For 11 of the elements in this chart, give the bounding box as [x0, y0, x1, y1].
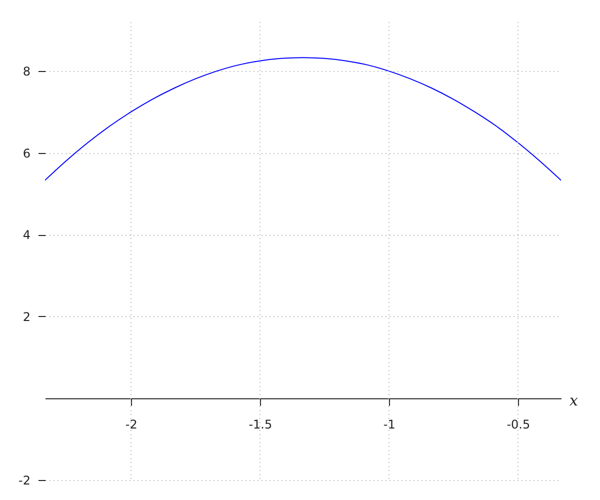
x-axis-title: x [570, 392, 578, 410]
y-tick-label: 4 [22, 228, 30, 242]
y-tick-label: -2 [18, 474, 30, 488]
y-tick-label: 6 [22, 146, 30, 160]
x-tick-label: -1.5 [248, 418, 272, 432]
line-series [45, 57, 561, 181]
x-tick-label: -2 [125, 418, 138, 432]
x-tick-label: -0.5 [506, 418, 530, 432]
y-tick-label: 2 [22, 310, 30, 324]
y-tick-label: 8 [22, 64, 30, 79]
x-tick-label: -1 [383, 418, 396, 432]
